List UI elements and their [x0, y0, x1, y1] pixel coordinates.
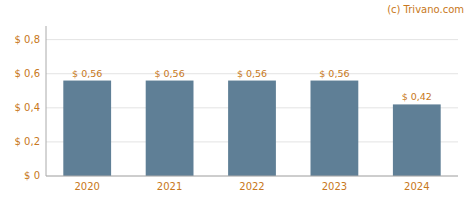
watermark: (c) Trivano.com — [387, 4, 464, 15]
y-tick-label: $ 0,2 — [15, 136, 40, 147]
x-tick-label: 2021 — [157, 181, 182, 192]
chart: $ 0 $ 0,2 $ 0,4 $ 0,6 $ 0,8 $ 0,56 $ 0,56 $ 0,5… — [0, 0, 470, 200]
y-tick-label: $ 0 — [24, 170, 40, 181]
bar — [228, 81, 276, 176]
data-label: $ 0,56 — [319, 68, 349, 79]
x-tick-label: 2022 — [239, 181, 264, 192]
bar — [393, 104, 441, 176]
bars — [63, 81, 440, 176]
y-axis-line — [46, 26, 47, 176]
x-axis-line — [46, 176, 458, 177]
bar — [63, 81, 111, 176]
y-tick-label: $ 0,6 — [15, 68, 40, 79]
bar — [146, 81, 194, 176]
bar — [311, 81, 359, 176]
x-tick-label: 2023 — [322, 181, 347, 192]
data-label: $ 0,56 — [72, 68, 102, 79]
y-tick-label: $ 0,4 — [15, 102, 40, 113]
data-label: $ 0,56 — [154, 68, 184, 79]
data-label: $ 0,42 — [402, 91, 432, 102]
y-tick-label: $ 0,8 — [15, 34, 40, 45]
grid-line — [46, 176, 458, 177]
x-tick-label: 2020 — [74, 181, 99, 192]
x-tick-label: 2024 — [404, 181, 429, 192]
grid-line — [46, 39, 458, 40]
data-label: $ 0,56 — [237, 68, 267, 79]
